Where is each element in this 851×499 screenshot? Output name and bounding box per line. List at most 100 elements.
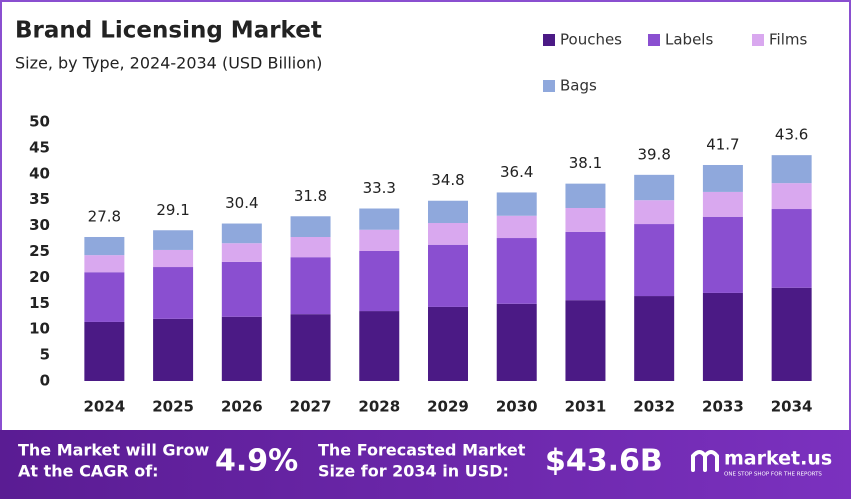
bar-segment bbox=[359, 250, 400, 312]
total-label: 27.8 bbox=[88, 207, 121, 225]
y-tick-label: 10 bbox=[29, 320, 50, 338]
y-tick-label: 5 bbox=[40, 346, 50, 364]
bar-segment bbox=[428, 200, 468, 224]
cagr-text: At the CAGR of: bbox=[18, 462, 159, 481]
x-tick-label: 2030 bbox=[496, 398, 538, 416]
bar-segment bbox=[771, 287, 812, 381]
legend-label: Bags bbox=[560, 77, 597, 95]
chart-title: Brand Licensing Market bbox=[15, 18, 322, 44]
bar-segment bbox=[428, 223, 468, 245]
x-tick-label: 2028 bbox=[358, 398, 400, 416]
legend-swatch bbox=[648, 34, 660, 46]
x-tick-label: 2025 bbox=[152, 398, 194, 416]
brand-name: market.us bbox=[724, 448, 832, 470]
bar-segment bbox=[634, 296, 675, 381]
y-tick-label: 30 bbox=[29, 216, 50, 234]
cagr-text: The Market will Grow bbox=[18, 441, 209, 460]
bar-segment bbox=[84, 272, 125, 322]
total-label: 31.8 bbox=[294, 187, 327, 205]
x-tick-label: 2027 bbox=[290, 398, 332, 416]
bar-segment bbox=[496, 303, 537, 381]
cagr-value: 4.9% bbox=[215, 444, 298, 479]
total-label: 41.7 bbox=[706, 135, 739, 153]
footer-banner bbox=[0, 430, 851, 499]
bar-segment bbox=[771, 209, 812, 288]
forecast-text: Size for 2034 in USD: bbox=[318, 462, 509, 481]
bar-segment bbox=[565, 207, 606, 232]
legend-swatch bbox=[543, 80, 555, 92]
bar-segment bbox=[634, 200, 675, 225]
y-tick-label: 15 bbox=[29, 294, 50, 312]
legend-label: Labels bbox=[665, 31, 713, 49]
legend-label: Pouches bbox=[560, 31, 622, 49]
bar-segment bbox=[428, 244, 468, 307]
bar-segment bbox=[290, 216, 331, 237]
bar-segment bbox=[565, 300, 606, 381]
bar-segment bbox=[565, 183, 606, 208]
bar-segment bbox=[702, 164, 743, 192]
bar-segment bbox=[221, 261, 262, 317]
forecast-text: The Forecasted Market bbox=[318, 441, 526, 460]
brand-tagline: ONE STOP SHOP FOR THE REPORTS bbox=[724, 472, 822, 478]
y-tick-label: 50 bbox=[29, 113, 50, 131]
y-tick-label: 35 bbox=[29, 190, 50, 208]
legend-swatch bbox=[543, 34, 555, 46]
bar-segment bbox=[634, 174, 675, 201]
y-tick-label: 20 bbox=[29, 268, 50, 286]
total-label: 29.1 bbox=[156, 201, 189, 219]
bar-segment bbox=[221, 243, 262, 262]
total-label: 34.8 bbox=[431, 171, 464, 189]
bar-segment bbox=[153, 249, 194, 268]
y-tick-label: 45 bbox=[29, 138, 50, 156]
total-label: 38.1 bbox=[569, 154, 602, 172]
chart-subtitle: Size, by Type, 2024-2034 (USD Billion) bbox=[15, 54, 322, 73]
x-tick-label: 2033 bbox=[702, 398, 744, 416]
bar-segment bbox=[221, 223, 262, 244]
x-tick-label: 2032 bbox=[633, 398, 675, 416]
x-tick-label: 2024 bbox=[83, 398, 125, 416]
bar-segment bbox=[634, 224, 675, 297]
bar-segment bbox=[496, 215, 537, 239]
x-tick-label: 2029 bbox=[427, 398, 469, 416]
bar-segment bbox=[359, 208, 400, 230]
x-tick-label: 2034 bbox=[771, 398, 813, 416]
total-label: 33.3 bbox=[363, 179, 396, 197]
total-label: 36.4 bbox=[500, 163, 533, 181]
bar-segment bbox=[153, 267, 194, 319]
legend-label: Films bbox=[769, 31, 807, 49]
bar-segment bbox=[153, 318, 194, 381]
bar-segment bbox=[153, 230, 194, 250]
bar-segment bbox=[84, 255, 125, 273]
legend-swatch bbox=[752, 34, 764, 46]
x-tick-label: 2026 bbox=[221, 398, 263, 416]
bar-segment bbox=[702, 216, 743, 293]
bar-segment bbox=[290, 314, 331, 381]
y-tick-label: 40 bbox=[29, 164, 50, 182]
forecast-value: $43.6B bbox=[545, 444, 663, 479]
total-label: 30.4 bbox=[225, 194, 258, 212]
bar-segment bbox=[496, 238, 537, 304]
bar-segment bbox=[84, 236, 125, 256]
bar-segment bbox=[359, 311, 400, 381]
bar-segment bbox=[290, 236, 331, 258]
x-tick-label: 2031 bbox=[565, 398, 607, 416]
y-tick-label: 0 bbox=[40, 372, 50, 390]
bar-segment bbox=[771, 155, 812, 184]
bar-segment bbox=[496, 192, 537, 216]
bar-segment bbox=[84, 321, 125, 381]
bar-segment bbox=[565, 231, 606, 301]
total-label: 39.8 bbox=[637, 145, 670, 163]
bar-segment bbox=[290, 257, 331, 315]
bar-segment bbox=[221, 316, 262, 381]
brand-logo bbox=[691, 450, 719, 472]
bar-segment bbox=[771, 183, 812, 210]
bar-segment bbox=[359, 229, 400, 251]
bar-segment bbox=[702, 292, 743, 381]
y-tick-label: 25 bbox=[29, 242, 50, 260]
bar-segment bbox=[428, 306, 468, 381]
bar-segment bbox=[702, 191, 743, 217]
total-label: 43.6 bbox=[775, 126, 808, 144]
